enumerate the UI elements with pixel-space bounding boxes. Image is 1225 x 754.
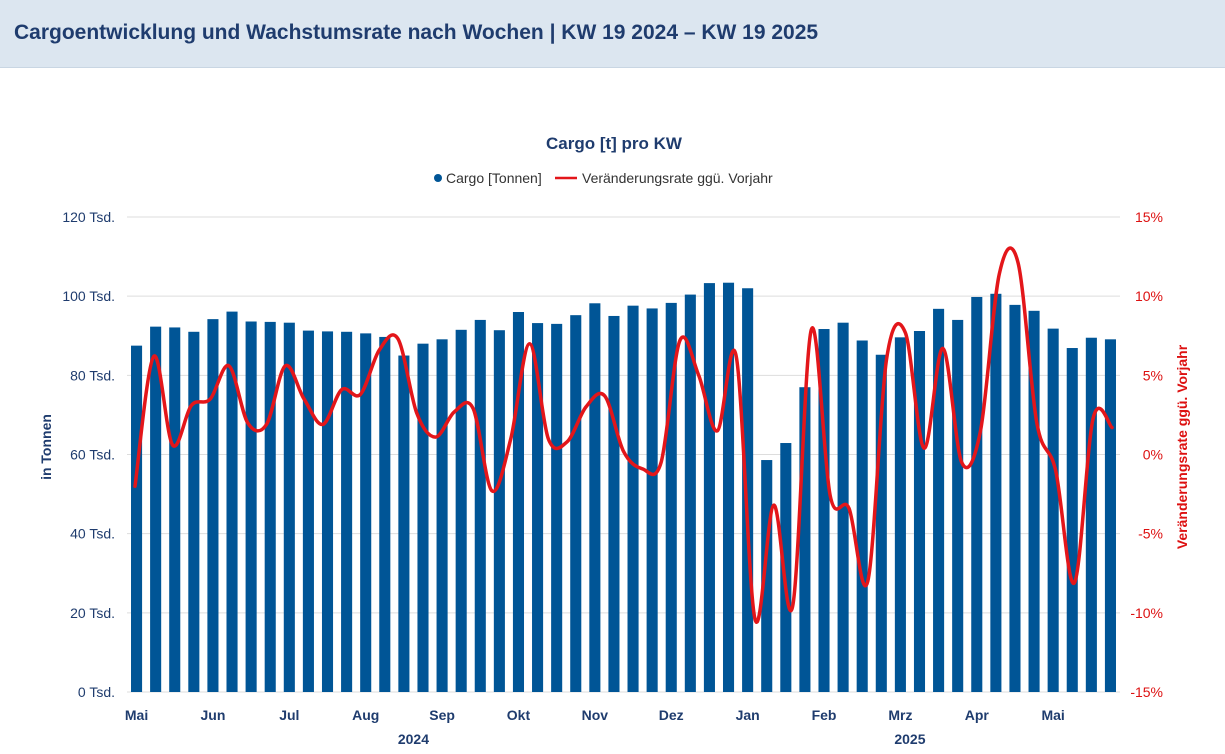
bar bbox=[627, 305, 639, 692]
right-tick-label: -10% bbox=[1130, 605, 1163, 621]
right-axis-ticks: -15% -10% -5% 0% 5% 10% 15% bbox=[1130, 209, 1163, 700]
bar bbox=[646, 308, 658, 692]
page-title: Cargoentwicklung und Wachstumsrate nach … bbox=[14, 21, 819, 44]
month-label: Sep bbox=[429, 707, 455, 723]
bar bbox=[703, 283, 715, 692]
bar bbox=[131, 345, 143, 692]
month-label: Jan bbox=[736, 707, 760, 723]
line-series bbox=[133, 246, 1114, 624]
month-label: Mai bbox=[1041, 707, 1064, 723]
bar bbox=[150, 326, 162, 692]
bar bbox=[1085, 337, 1097, 692]
bar bbox=[818, 329, 830, 692]
left-tick-label: 80 Tsd. bbox=[70, 367, 115, 383]
month-label: Okt bbox=[507, 707, 531, 723]
bar bbox=[665, 302, 677, 692]
left-tick-label: 40 Tsd. bbox=[70, 526, 115, 542]
month-label: Aug bbox=[352, 707, 379, 723]
bar bbox=[283, 322, 295, 692]
bar bbox=[302, 330, 314, 692]
chart-title: Cargo [t] pro KW bbox=[546, 134, 683, 153]
left-tick-label: 120 Tsd. bbox=[62, 209, 115, 225]
bar bbox=[1028, 310, 1040, 692]
legend-bar-marker bbox=[434, 174, 442, 182]
bar bbox=[608, 315, 620, 692]
bar bbox=[360, 333, 372, 692]
month-label: Dez bbox=[659, 707, 684, 723]
bar bbox=[684, 294, 696, 692]
left-tick-label: 100 Tsd. bbox=[62, 288, 115, 304]
bar bbox=[551, 323, 563, 692]
bar bbox=[474, 319, 486, 692]
legend: Cargo [Tonnen] Veränderungsrate ggü. Vor… bbox=[434, 170, 773, 186]
bar-series bbox=[131, 282, 1116, 692]
bar bbox=[245, 321, 257, 692]
bar bbox=[493, 330, 505, 692]
bar bbox=[589, 303, 601, 692]
page-header: Cargoentwicklung und Wachstumsrate nach … bbox=[0, 0, 1225, 68]
bar bbox=[512, 312, 525, 692]
right-tick-label: -5% bbox=[1138, 526, 1163, 542]
bar bbox=[722, 282, 735, 692]
bar bbox=[226, 311, 238, 692]
right-tick-label: 10% bbox=[1135, 288, 1163, 304]
bar bbox=[971, 296, 983, 692]
bar bbox=[952, 319, 964, 692]
left-tick-label: 60 Tsd. bbox=[70, 447, 115, 463]
bar bbox=[780, 443, 792, 692]
month-label: Apr bbox=[965, 707, 990, 723]
bar bbox=[799, 387, 811, 692]
bar bbox=[321, 331, 334, 692]
bar bbox=[379, 336, 391, 692]
month-label: Jun bbox=[200, 707, 225, 723]
bar bbox=[913, 331, 926, 692]
bar bbox=[1009, 304, 1021, 692]
bar bbox=[990, 293, 1002, 692]
bar bbox=[417, 343, 429, 692]
bar bbox=[894, 337, 906, 692]
bar bbox=[570, 315, 582, 692]
left-tick-label: 20 Tsd. bbox=[70, 605, 115, 621]
legend-line-label: Veränderungsrate ggü. Vorjahr bbox=[582, 170, 773, 186]
bar bbox=[1047, 328, 1059, 692]
bar bbox=[436, 339, 448, 692]
bar bbox=[933, 308, 945, 692]
growth-rate-line bbox=[133, 246, 1114, 624]
bar bbox=[875, 354, 887, 692]
month-label: Mrz bbox=[888, 707, 912, 723]
bar bbox=[398, 355, 410, 692]
year-labels: 2024 2025 bbox=[398, 731, 926, 747]
month-label: Jul bbox=[279, 707, 299, 723]
bar bbox=[169, 327, 181, 692]
bar bbox=[207, 319, 219, 692]
month-labels: Mai Jun Jul Aug Sep Okt Nov Dez Jan Feb Mrz Apr Mai bbox=[125, 707, 1065, 723]
bar bbox=[264, 321, 276, 692]
month-label: Nov bbox=[582, 707, 609, 723]
right-tick-label: -15% bbox=[1130, 684, 1163, 700]
right-axis-title: Veränderungsrate ggü. Vorjahr bbox=[1174, 344, 1190, 549]
bar bbox=[837, 322, 849, 692]
right-tick-label: 5% bbox=[1143, 367, 1163, 383]
bar bbox=[1066, 348, 1078, 692]
month-label: Mai bbox=[125, 707, 148, 723]
left-axis-ticks: 0 Tsd. 20 Tsd. 40 Tsd. 60 Tsd. 80 Tsd. 100 Ts… bbox=[62, 209, 115, 700]
bar bbox=[532, 323, 544, 692]
bar bbox=[761, 460, 773, 692]
right-tick-label: 15% bbox=[1135, 209, 1163, 225]
right-tick-label: 0% bbox=[1143, 447, 1163, 463]
bar bbox=[856, 340, 868, 692]
bar bbox=[742, 288, 754, 692]
left-tick-label: 0 Tsd. bbox=[78, 684, 115, 700]
year-label: 2025 bbox=[894, 731, 925, 747]
bar bbox=[341, 331, 353, 692]
month-label: Feb bbox=[812, 707, 837, 723]
legend-bar-label: Cargo [Tonnen] bbox=[446, 170, 542, 186]
bar bbox=[1104, 339, 1116, 692]
bar bbox=[188, 331, 200, 692]
bar bbox=[455, 329, 467, 692]
year-label: 2024 bbox=[398, 731, 429, 747]
left-axis-title: in Tonnen bbox=[38, 414, 54, 480]
